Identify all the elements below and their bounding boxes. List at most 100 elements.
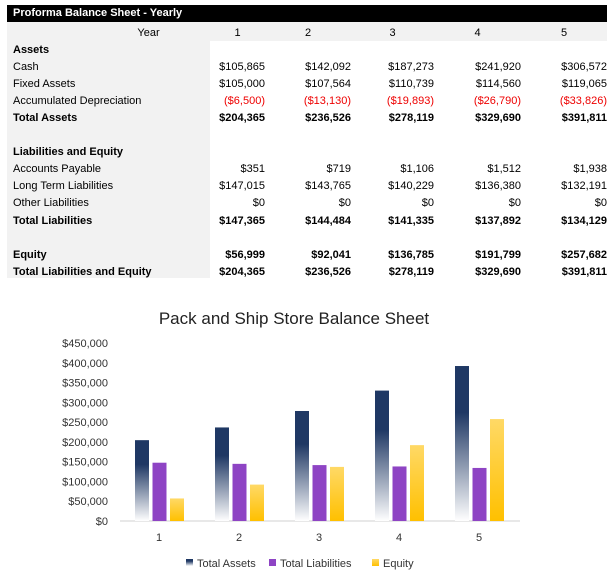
- bar-equity: [250, 484, 264, 521]
- bar-equity: [330, 466, 344, 521]
- bar-equity: [410, 445, 424, 521]
- balance-sheet-table: Year 1 2 3 4 5 Assets Cash $105,865 $142,092 $187,…: [7, 24, 607, 280]
- x-tick-label: 4: [396, 532, 402, 544]
- table-row: Total Assets $204,365 $236,526 $278,119 $329…: [7, 109, 607, 126]
- cell-value: $351: [240, 163, 265, 176]
- cell-value: $1,106: [400, 163, 434, 176]
- cell-value: $92,041: [311, 248, 351, 261]
- y-tick-label: $250,000: [62, 417, 108, 429]
- y-tick-label: $450,000: [62, 338, 108, 350]
- cell-value: [210, 41, 265, 58]
- bar-total-liabilities: [472, 467, 487, 521]
- row-label: Total Liabilities and Equity: [13, 265, 152, 278]
- row-label: Liabilities and Equity: [13, 146, 124, 159]
- cell-value: $119,065: [561, 77, 607, 90]
- cell-value: $187,273: [388, 60, 434, 73]
- cell-value: $329,690: [475, 112, 521, 125]
- legend-label: Total Assets: [197, 558, 256, 570]
- cell-value: [434, 41, 521, 58]
- y-tick-label: $400,000: [62, 358, 108, 370]
- chart-title: Pack and Ship Store Balance Sheet: [159, 309, 430, 328]
- legend-swatch: [372, 559, 379, 566]
- cell-value: ($33,826): [559, 94, 607, 107]
- row-label: Total Assets: [13, 112, 78, 125]
- cell-value: ($19,893): [386, 94, 434, 107]
- table-row: [7, 229, 607, 246]
- year-header: 5: [560, 26, 568, 39]
- table-row: Cash $105,865 $142,092 $187,273 $241,920 $306…: [7, 58, 607, 75]
- x-tick-label: 1: [156, 532, 162, 544]
- table-row: Accounts Payable $351 $719 $1,106 $1,512 $1,9…: [7, 161, 607, 178]
- cell-value: $191,799: [475, 248, 521, 261]
- table-row: [7, 127, 607, 144]
- y-tick-label: $200,000: [62, 437, 108, 449]
- row-label: Other Liabilities: [13, 197, 89, 210]
- cell-value: $306,572: [561, 60, 607, 73]
- cell-value: $147,015: [219, 180, 265, 193]
- bar-equity: [490, 419, 504, 521]
- cell-value: [434, 229, 521, 246]
- cell-value: $110,739: [388, 77, 434, 90]
- table-row: Accumulated Depreciation ($6,500) ($13,130…: [7, 92, 607, 109]
- y-tick-label: $150,000: [62, 457, 108, 469]
- cell-value: $0: [338, 197, 351, 210]
- cell-value: $136,380: [475, 180, 521, 193]
- cell-value: $719: [326, 163, 351, 176]
- row-label: Total Liabilities: [13, 214, 93, 227]
- year-row: Year 1 2 3 4 5: [7, 24, 607, 41]
- cell-value: [210, 127, 265, 144]
- cell-value: $147,365: [219, 214, 265, 227]
- table-row: Liabilities and Equity: [7, 144, 607, 161]
- year-header: 4: [474, 26, 481, 39]
- cell-value: $204,365: [219, 112, 265, 125]
- cell-value: [351, 127, 434, 144]
- cell-value: $236,526: [305, 112, 351, 125]
- cell-value: $132,191: [561, 180, 607, 193]
- cell-value: $0: [252, 197, 265, 210]
- cell-value: $391,811: [561, 112, 607, 125]
- cell-value: [210, 229, 265, 246]
- x-tick-label: 3: [316, 532, 322, 544]
- row-label: Fixed Assets: [13, 77, 76, 90]
- cell-value: $278,119: [388, 265, 434, 278]
- table-row: Total Liabilities $147,365 $144,484 $141,33…: [7, 212, 607, 229]
- cell-value: [434, 144, 521, 161]
- label-column-background: [7, 22, 210, 278]
- bar-total-liabilities: [312, 465, 327, 521]
- cell-value: $114,560: [475, 77, 521, 90]
- year-header: 2: [304, 26, 312, 39]
- bar-total-assets: [455, 366, 469, 521]
- cell-value: [521, 127, 607, 144]
- year-header: 1: [234, 26, 241, 39]
- cell-value: $241,920: [475, 60, 521, 73]
- cell-value: [265, 127, 351, 144]
- y-tick-label: $100,000: [62, 476, 108, 488]
- year-header: 3: [389, 26, 396, 39]
- cell-value: [351, 229, 434, 246]
- cell-value: $105,000: [219, 77, 265, 90]
- cell-value: $329,690: [475, 265, 521, 278]
- y-tick-label: $50,000: [68, 496, 108, 508]
- table-row: Equity $56,999 $92,041 $136,785 $191,799 $257…: [7, 246, 607, 263]
- row-label: [7, 127, 210, 144]
- cell-value: [434, 127, 521, 144]
- cell-value: $137,892: [475, 214, 521, 227]
- cell-value: $56,999: [225, 248, 265, 261]
- cell-value: $141,335: [388, 214, 434, 227]
- bar-equity: [170, 498, 184, 521]
- y-tick-label: $300,000: [62, 397, 108, 409]
- cell-value: $134,129: [561, 214, 607, 227]
- legend-swatch: [186, 559, 193, 566]
- bar-total-liabilities: [392, 466, 407, 521]
- sheet-title: Proforma Balance Sheet - Yearly: [7, 5, 607, 22]
- cell-value: [265, 229, 351, 246]
- row-label: Long Term Liabilities: [13, 180, 114, 193]
- cell-value: ($6,500): [224, 94, 265, 107]
- table-row: Assets: [7, 41, 607, 58]
- y-tick-label: $0: [96, 516, 108, 528]
- legend-swatch: [269, 559, 276, 566]
- table-row: Fixed Assets $105,000 $107,564 $110,739 $114…: [7, 75, 607, 92]
- cell-value: $105,865: [219, 60, 265, 73]
- cell-value: $1,938: [573, 163, 607, 176]
- row-label: Assets: [13, 43, 50, 56]
